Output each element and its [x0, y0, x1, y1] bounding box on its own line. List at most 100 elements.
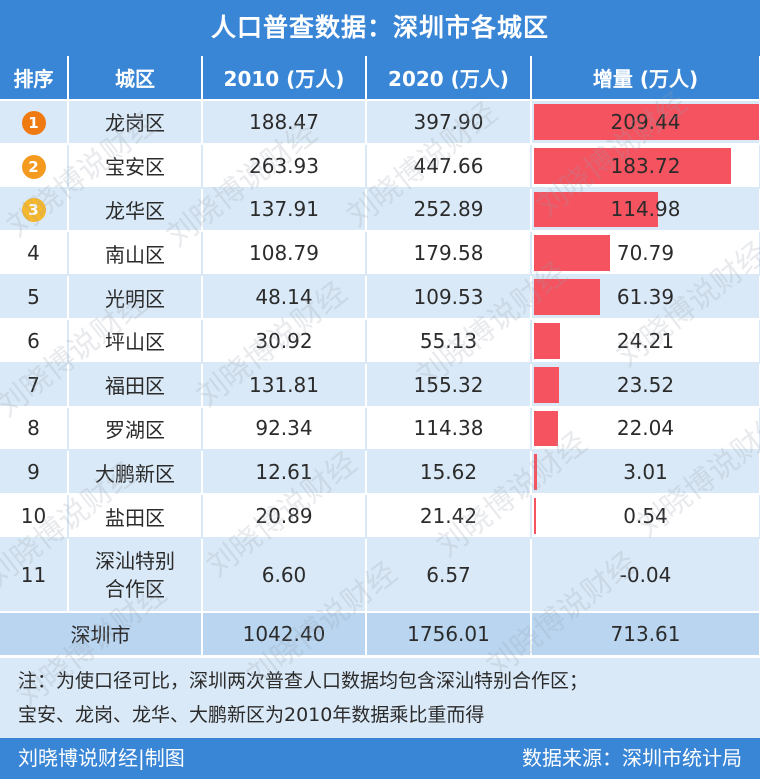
increase-bar	[534, 454, 538, 491]
footer-source: 数据来源：深圳市统计局	[522, 746, 742, 770]
increase-bar	[534, 191, 658, 228]
value-2020-cell: 252.89	[366, 187, 532, 233]
value-2010-cell: 188.47	[202, 100, 367, 145]
rank-medal-icon: 3	[21, 198, 46, 223]
rank-cell: 6	[0, 318, 69, 364]
value-2020-cell: 155.32	[366, 362, 532, 408]
rank-cell: 10	[0, 494, 69, 539]
district-cell: 龙岗区	[68, 100, 203, 145]
district-label-line: 合作区	[105, 576, 165, 601]
value-2020-cell: 397.90	[366, 100, 532, 145]
district-cell: 大鹏新区	[68, 450, 203, 496]
increase-value-label: -0.04	[619, 562, 672, 587]
table-row: 2 宝安区 263.93 447.66 183.72	[0, 143, 760, 189]
increase-bar	[534, 410, 558, 447]
table-row: 1 龙岗区 188.47 397.90 209.44	[0, 100, 760, 145]
district-cell: 深汕特别 合作区	[68, 537, 203, 613]
increase-cell: 3.01	[531, 450, 760, 496]
increase-value-label: 114.98	[610, 197, 681, 222]
value-2010-cell: 12.61	[202, 450, 367, 496]
increase-value-label: 23.52	[616, 372, 675, 397]
increase-value-label: 3.01	[623, 460, 668, 485]
increase-value-label: 0.54	[623, 504, 668, 529]
rank-cell: 1	[0, 100, 69, 145]
table-row: 5 光明区 48.14 109.53 61.39	[0, 275, 760, 320]
rank-cell: 2	[0, 143, 69, 189]
district-label-line: 深汕特别	[95, 548, 175, 573]
increase-cell: 24.21	[531, 318, 760, 364]
increase-value-label: 70.79	[616, 241, 675, 266]
total-district: 深圳市	[0, 611, 203, 657]
increase-value-label: 61.39	[616, 285, 675, 310]
increase-cell: 61.39	[531, 275, 760, 320]
table-header-row: 排序 城区 2010 (万人) 2020 (万人) 增量 (万人)	[0, 56, 760, 101]
header-2020: 2020 (万人)	[366, 56, 532, 101]
value-2010-cell: 92.34	[202, 406, 367, 452]
header-increase: 增量 (万人)	[531, 56, 760, 101]
increase-bar	[534, 104, 758, 140]
district-cell: 坪山区	[68, 318, 203, 364]
table-row: 10 盐田区 20.89 21.42 0.54	[0, 494, 760, 539]
rank-cell: 4	[0, 231, 69, 277]
chart-title: 人口普查数据：深圳市各城区	[0, 0, 760, 56]
table-row: 6 坪山区 30.92 55.13 24.21	[0, 318, 760, 364]
value-2020-cell: 447.66	[366, 143, 532, 189]
district-cell: 罗湖区	[68, 406, 203, 452]
value-2020-cell: 55.13	[366, 318, 532, 364]
increase-cell: 183.72	[531, 143, 760, 189]
district-cell: 南山区	[68, 231, 203, 277]
rank-cell: 8	[0, 406, 69, 452]
value-2010-cell: 30.92	[202, 318, 367, 364]
value-2020-cell: 21.42	[366, 494, 532, 539]
total-increase: 713.61	[531, 611, 760, 657]
population-table: 排序 城区 2010 (万人) 2020 (万人) 增量 (万人) 1 龙岗区 18…	[0, 56, 760, 657]
rank-medal-icon: 1	[21, 110, 46, 135]
header-2010: 2010 (万人)	[202, 56, 367, 101]
table-row: 7 福田区 131.81 155.32 23.52	[0, 362, 760, 408]
value-2020-cell: 15.62	[366, 450, 532, 496]
value-2010-cell: 20.89	[202, 494, 367, 539]
footer-bar: 刘晓博说财经|制图 数据来源：深圳市统计局	[0, 738, 760, 779]
increase-cell: 23.52	[531, 362, 760, 408]
increase-bar	[534, 322, 560, 359]
increase-value-label: 22.04	[616, 416, 675, 441]
increase-bar	[534, 366, 560, 403]
increase-bar	[534, 147, 732, 184]
footnote: 注：为使口径可比，深圳两次普查人口数据均包含深汕特别合作区； 宝安、龙岗、龙华、…	[0, 658, 760, 738]
value-2020-cell: 6.57	[366, 537, 532, 613]
value-2010-cell: 263.93	[202, 143, 367, 189]
increase-bar	[534, 235, 611, 272]
district-cell: 光明区	[68, 275, 203, 320]
increase-cell: -0.04	[531, 537, 760, 613]
increase-bar	[534, 498, 536, 534]
increase-cell: 209.44	[531, 100, 760, 145]
table-row: 9 大鹏新区 12.61 15.62 3.01	[0, 450, 760, 496]
increase-value-label: 24.21	[616, 328, 675, 353]
value-2010-cell: 131.81	[202, 362, 367, 408]
value-2020-cell: 179.58	[366, 231, 532, 277]
value-2010-cell: 137.91	[202, 187, 367, 233]
rank-medal-icon: 2	[21, 154, 46, 179]
district-cell: 盐田区	[68, 494, 203, 539]
district-cell: 宝安区	[68, 143, 203, 189]
header-district: 城区	[68, 56, 203, 101]
district-cell: 龙华区	[68, 187, 203, 233]
footnote-line-1: 注：为使口径可比，深圳两次普查人口数据均包含深汕特别合作区；	[18, 670, 589, 692]
increase-cell: 0.54	[531, 494, 760, 539]
table-row: 3 龙华区 137.91 252.89 114.98	[0, 187, 760, 233]
value-2020-cell: 114.38	[366, 406, 532, 452]
total-row: 深圳市 1042.40 1756.01 713.61	[0, 611, 760, 657]
value-2010-cell: 6.60	[202, 537, 367, 613]
header-rank: 排序	[0, 56, 69, 101]
increase-value-label: 183.72	[610, 153, 681, 178]
rank-cell: 11	[0, 537, 69, 613]
rank-cell: 7	[0, 362, 69, 408]
value-2010-cell: 48.14	[202, 275, 367, 320]
increase-cell: 114.98	[531, 187, 760, 233]
total-2020: 1756.01	[366, 611, 532, 657]
table-body: 1 龙岗区 188.47 397.90 209.44 2 宝安区 263.93 447.66 18…	[0, 100, 760, 613]
rank-cell: 5	[0, 275, 69, 320]
increase-bar	[534, 279, 600, 315]
rank-cell: 9	[0, 450, 69, 496]
increase-value-label: 209.44	[610, 109, 681, 134]
